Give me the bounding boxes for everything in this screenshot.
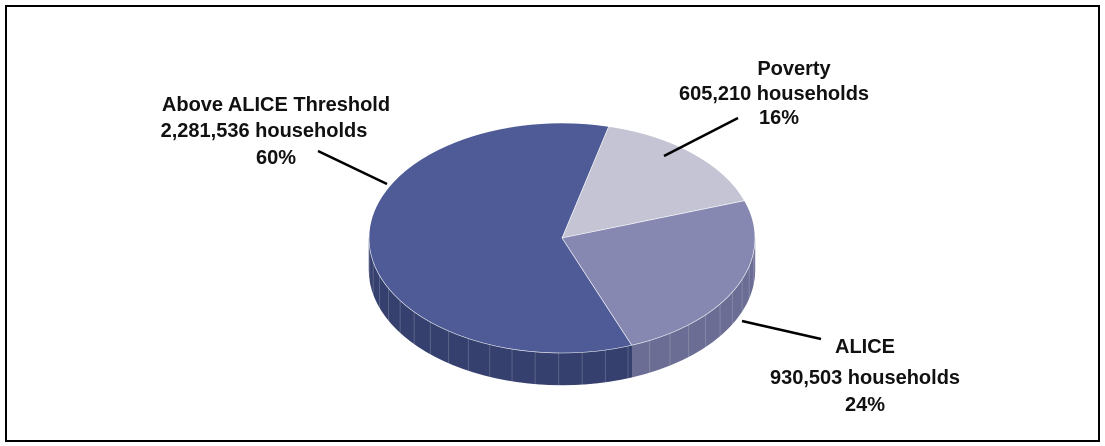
pie-slice-alice bbox=[561, 200, 756, 346]
label-above-alice-value: 2,281,536 households bbox=[161, 120, 368, 142]
leader-line-0 bbox=[663, 116, 739, 158]
label-alice-name: ALICE bbox=[835, 336, 895, 358]
pie-slices bbox=[368, 122, 756, 354]
label-above-alice: Above ALICE Threshold 2,281,536 househol… bbox=[161, 94, 390, 169]
label-alice-percent: 24% bbox=[845, 394, 885, 416]
label-poverty-percent: 16% bbox=[759, 107, 799, 129]
label-poverty: Poverty 605,210 households 16% bbox=[679, 58, 869, 129]
label-poverty-value: 605,210 households bbox=[679, 83, 869, 105]
leader-lines bbox=[317, 116, 822, 341]
pie-slice-above-alice-threshold bbox=[368, 122, 633, 354]
label-alice-value: 930,503 households bbox=[770, 367, 960, 389]
label-above-alice-name: Above ALICE Threshold bbox=[162, 94, 390, 116]
label-above-alice-percent: 60% bbox=[256, 147, 296, 169]
pie-slice-poverty bbox=[561, 126, 746, 239]
label-alice: ALICE 930,503 households 24% bbox=[770, 336, 960, 416]
leader-line-2 bbox=[317, 149, 388, 186]
pie-sides bbox=[368, 237, 756, 386]
leader-line-1 bbox=[741, 319, 822, 341]
label-poverty-name: Poverty bbox=[757, 58, 831, 80]
